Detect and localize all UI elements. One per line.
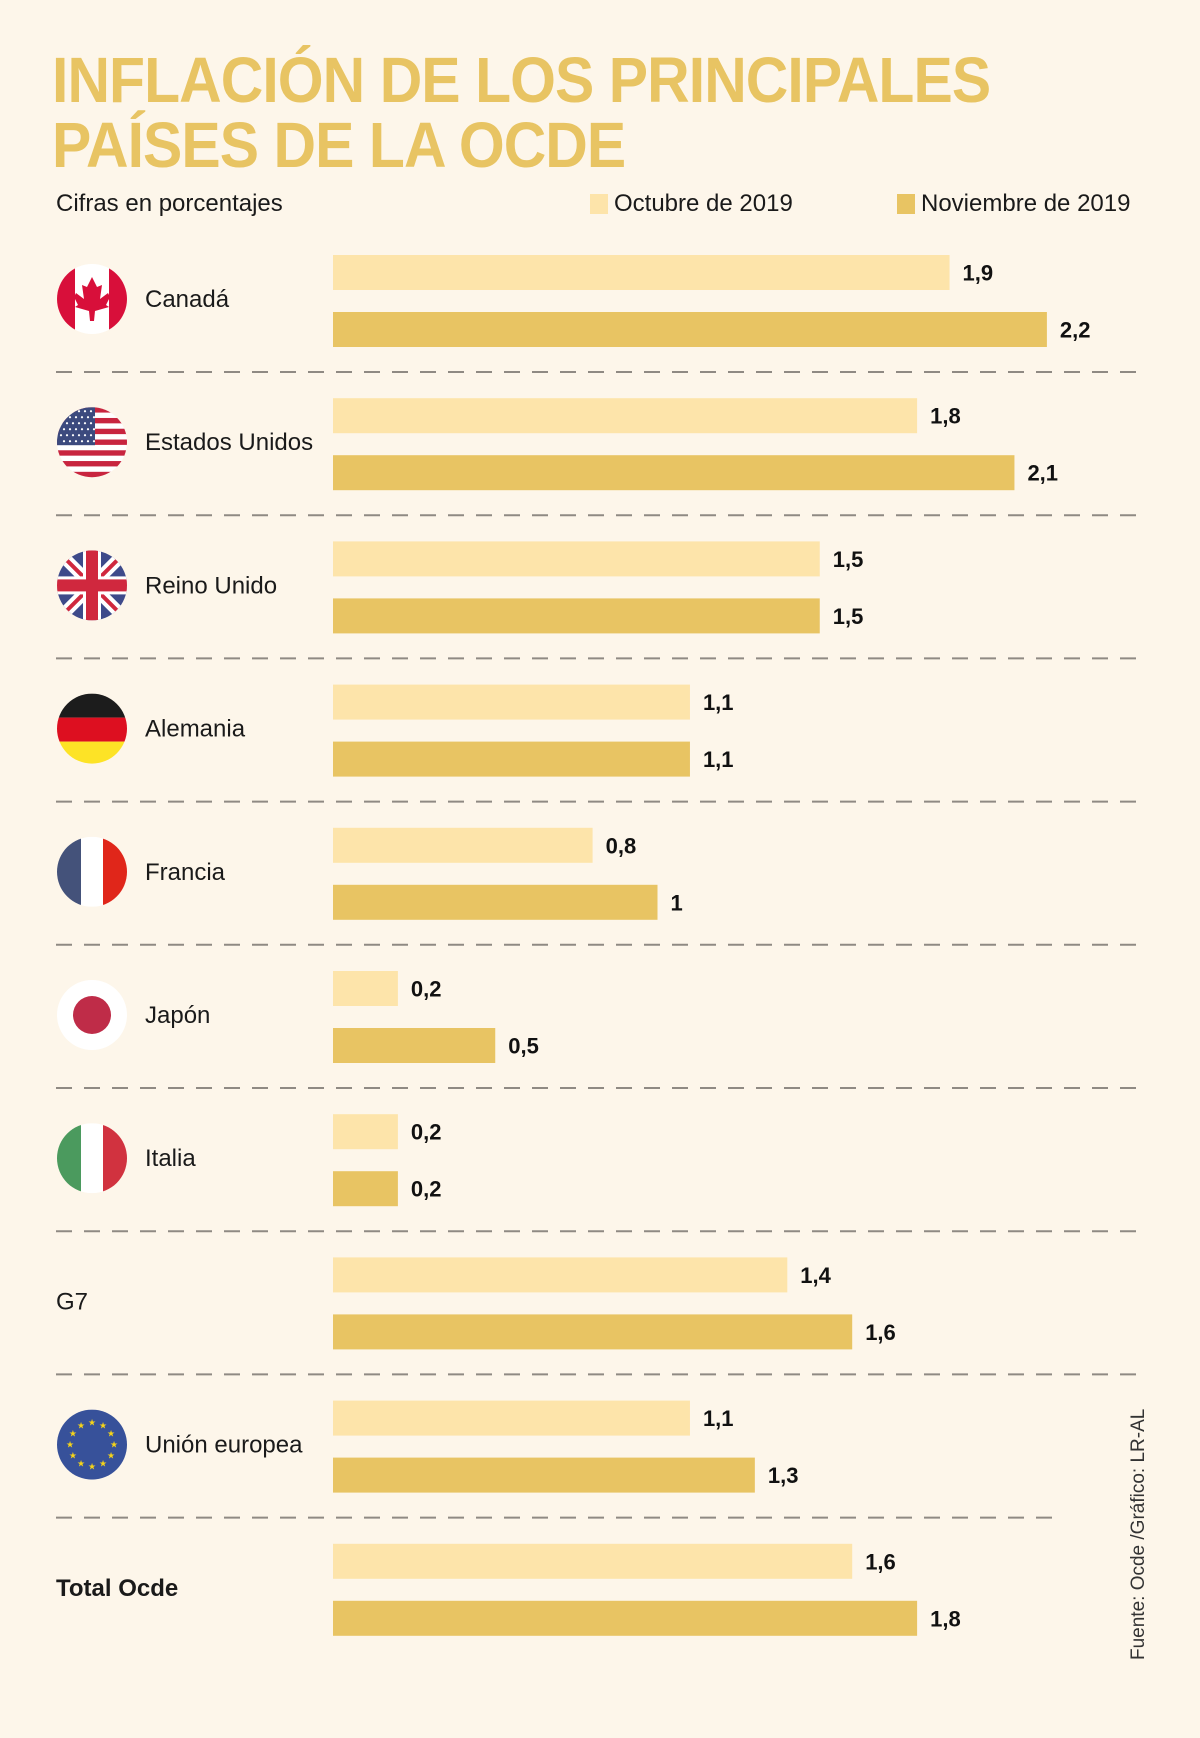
bar-october [333, 971, 398, 1006]
bar-november [333, 1600, 918, 1636]
svg-text:★: ★ [99, 1421, 107, 1431]
bar-november [333, 1457, 755, 1493]
value-label-november: 1,5 [833, 604, 864, 629]
japan-flag-icon [57, 980, 127, 1050]
category-label: Estados Unidos [145, 429, 313, 456]
svg-text:★: ★ [88, 1418, 96, 1428]
bar-october [333, 684, 690, 720]
category-label: G7 [56, 1288, 88, 1315]
canada-flag-icon [57, 264, 127, 334]
bar-november [333, 455, 1015, 491]
bar-november [333, 884, 658, 920]
svg-text:★: ★ [77, 1421, 85, 1431]
value-label-october: 1,4 [800, 1263, 831, 1288]
bar-november [333, 741, 690, 777]
chart-title-line-2: PAÍSES DE LA OCDE [52, 109, 626, 181]
bar-october [333, 1400, 690, 1436]
svg-text:★: ★ [107, 1429, 115, 1439]
italy-flag-icon [57, 1123, 127, 1194]
bar-october [333, 1257, 788, 1293]
svg-text:★: ★ [69, 1451, 77, 1461]
category-label: Alemania [145, 716, 246, 743]
value-label-november: 2,1 [1027, 461, 1058, 486]
bar-october [333, 827, 593, 863]
legend-item-october: Octubre de 2019 [590, 190, 793, 218]
value-label-november: 1,3 [768, 1463, 799, 1488]
category-label: Reino Unido [145, 572, 277, 599]
bar-november [333, 312, 1047, 347]
bar-october [333, 1543, 853, 1579]
value-label-october: 1,1 [703, 1406, 734, 1431]
usa-flag-icon [57, 407, 127, 478]
svg-text:★: ★ [99, 1459, 107, 1469]
value-label-october: 1,1 [703, 690, 734, 715]
category-label: Italia [145, 1145, 196, 1172]
germany-flag-icon [57, 693, 127, 764]
legend-label-november: Noviembre de 2019 [921, 190, 1131, 217]
svg-text:★: ★ [110, 1440, 118, 1450]
chart-subtitle: Cifras en porcentajes [56, 190, 283, 217]
eu-flag-icon: ★★★★★★★★★ ★ ★★ [57, 1409, 127, 1480]
value-label-november: 0,2 [411, 1177, 442, 1202]
value-label-november: 1 [671, 890, 683, 915]
chart-title-line-1: INFLACIÓN DE LOS PRINCIPALES [52, 44, 991, 116]
legend-swatch-october [590, 194, 608, 214]
svg-text:★: ★ [66, 1440, 74, 1450]
value-label-november: 1,1 [703, 747, 734, 772]
value-label-october: 1,9 [963, 261, 994, 286]
value-label-october: 1,8 [930, 404, 961, 429]
bar-october [333, 1114, 398, 1150]
france-flag-icon [57, 836, 127, 907]
uk-flag-icon [57, 550, 127, 621]
legend-item-november: Noviembre de 2019 [897, 190, 1130, 218]
value-label-november: 1,6 [865, 1320, 896, 1345]
category-label: Canadá [145, 286, 230, 313]
category-label: Japón [145, 1002, 210, 1029]
bar-october [333, 541, 820, 577]
bar-november [333, 598, 820, 634]
bar-october [333, 255, 950, 290]
value-label-november: 2,2 [1060, 318, 1091, 343]
legend-swatch-november [897, 194, 915, 214]
value-label-october: 1,5 [833, 547, 864, 572]
source-credit: Fuente: Ocde /Gráfico: LR-AL [1128, 1408, 1149, 1660]
bar-november [333, 1171, 398, 1207]
category-label: Unión europea [145, 1432, 303, 1459]
value-label-november: 0,5 [508, 1034, 539, 1059]
legend-label-october: Octubre de 2019 [614, 190, 793, 217]
svg-text:★: ★ [88, 1462, 96, 1472]
category-label: Total Ocde [56, 1575, 178, 1602]
bar-october [333, 398, 918, 434]
value-label-october: 0,8 [606, 833, 637, 858]
value-label-october: 0,2 [411, 1120, 442, 1145]
svg-text:★: ★ [107, 1451, 115, 1461]
category-label: Francia [145, 859, 226, 886]
svg-text:★: ★ [69, 1429, 77, 1439]
value-label-november: 1,8 [930, 1606, 961, 1631]
value-label-october: 1,6 [865, 1549, 896, 1574]
svg-text:★: ★ [77, 1459, 85, 1469]
bar-november [333, 1314, 853, 1350]
bar-november [333, 1028, 496, 1063]
value-label-october: 0,2 [411, 977, 442, 1002]
